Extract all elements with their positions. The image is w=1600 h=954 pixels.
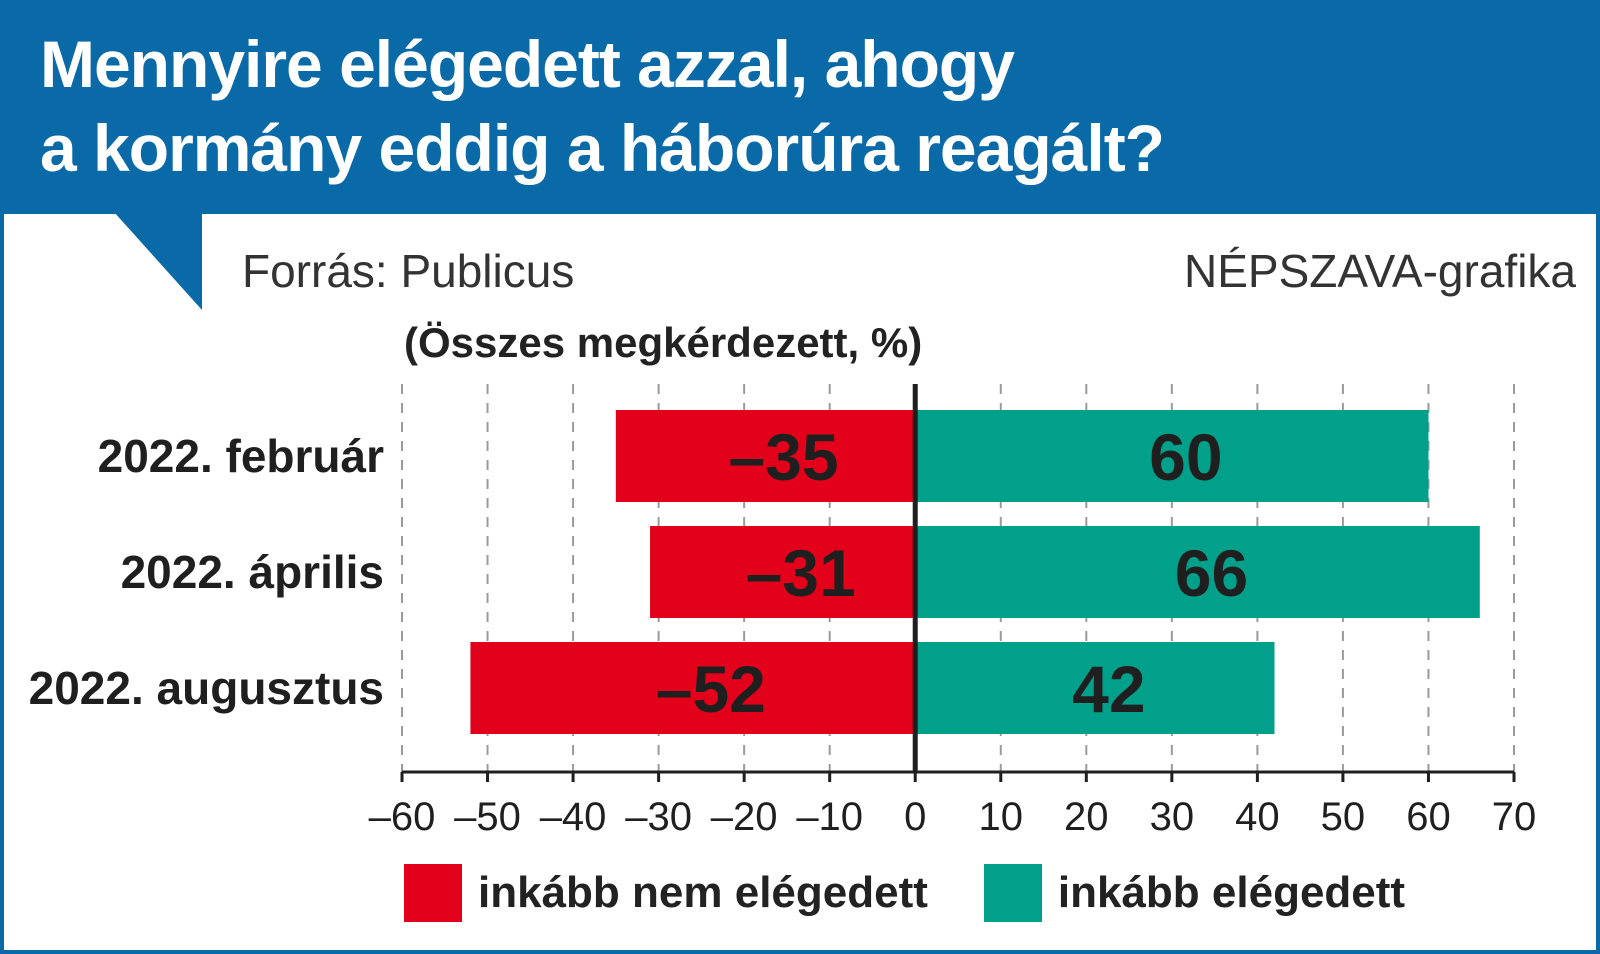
x-tick-label--50: –50 — [454, 795, 521, 839]
bar-label-negative-1: –31 — [746, 536, 856, 610]
legend: inkább nem elégedett inkább elégedett — [404, 862, 1461, 924]
header-notch-decoration — [114, 212, 202, 310]
chart-title: Mennyire elégedett azzal, ahogy a kormán… — [40, 22, 1540, 190]
x-tick-label--40: –40 — [540, 795, 607, 839]
header-band: Mennyire elégedett azzal, ahogy a kormán… — [4, 4, 1596, 214]
x-tick-label--20: –20 — [711, 795, 778, 839]
x-tick-label-30: 30 — [1150, 795, 1195, 839]
category-label-1: 2022. április — [121, 546, 384, 598]
category-label-2: 2022. augusztus — [29, 662, 384, 714]
legend-item-positive: inkább elégedett — [983, 864, 1406, 922]
legend-swatch-negative — [404, 864, 462, 922]
bar-label-positive-2: 42 — [1072, 652, 1145, 726]
credit-label: NÉPSZAVA-grafika — [1184, 245, 1576, 297]
bar-label-positive-0: 60 — [1149, 420, 1222, 494]
x-axis: –60 –50 –40 –30 –20 –10 0 10 20 30 40 50 60 70 — [369, 384, 1537, 839]
category-label-0: 2022. február — [98, 430, 384, 482]
bar-chart: –35 60 –31 66 –52 42 2022. február 2022. ápril… — [29, 384, 1537, 839]
bar-negative-2 — [470, 642, 916, 734]
x-tick-label-60: 60 — [1406, 795, 1451, 839]
x-tick-label--30: –30 — [625, 795, 692, 839]
x-tick-label-10: 10 — [979, 795, 1024, 839]
title-line-2: a kormány eddig a háborúra reagált? — [40, 111, 1165, 185]
x-tick-label-20: 20 — [1064, 795, 1109, 839]
x-tick-label--10: –10 — [796, 795, 863, 839]
bar-value-labels: –35 60 –31 66 –52 42 — [656, 420, 1248, 726]
category-labels: 2022. február 2022. április 2022. augusztu… — [29, 430, 384, 714]
x-tick-label--60: –60 — [369, 795, 436, 839]
bar-positive-2 — [915, 642, 1275, 734]
bars-group — [470, 410, 1480, 734]
x-tick-label-0: 0 — [904, 795, 926, 839]
x-tick-label-40: 40 — [1235, 795, 1280, 839]
bar-negative-0 — [615, 410, 916, 502]
bar-label-positive-1: 66 — [1175, 536, 1248, 610]
legend-item-negative: inkább nem elégedett — [404, 864, 928, 922]
bar-positive-0 — [915, 410, 1429, 502]
title-line-1: Mennyire elégedett azzal, ahogy — [40, 27, 1015, 101]
legend-label-positive: inkább elégedett — [1057, 868, 1406, 917]
x-tick-label-50: 50 — [1321, 795, 1366, 839]
source-label: Forrás: Publicus — [242, 245, 575, 297]
x-tick-label-70: 70 — [1492, 795, 1537, 839]
chart-subtitle: (Összes megkérdezett, %) — [404, 319, 923, 366]
bar-positive-1 — [915, 526, 1480, 618]
bar-label-negative-0: –35 — [728, 420, 838, 494]
bar-negative-1 — [650, 526, 916, 618]
legend-swatch-positive — [983, 864, 1042, 922]
bar-label-negative-2: –52 — [656, 652, 766, 726]
legend-label-negative: inkább nem elégedett — [478, 868, 928, 917]
